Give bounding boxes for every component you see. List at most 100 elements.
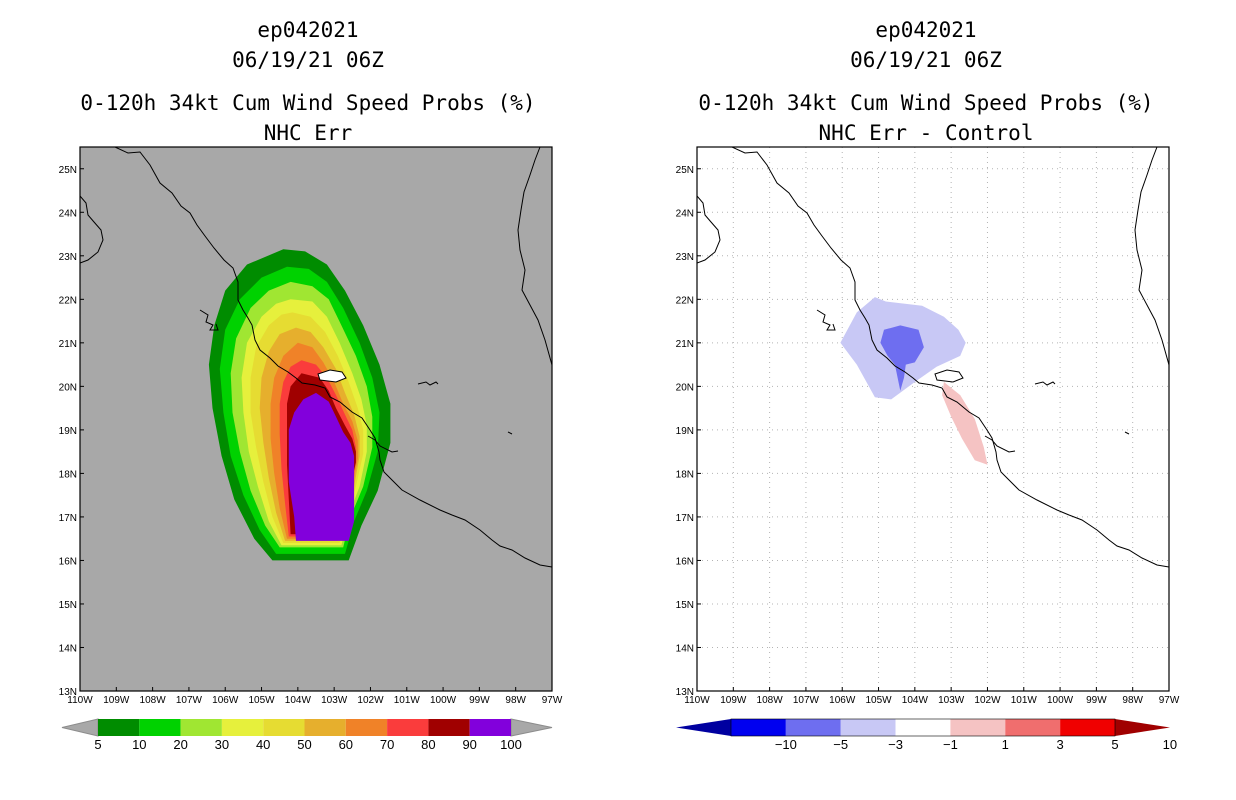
- y-tick-label: 24N: [59, 208, 77, 219]
- left-title-subtitle: NHC Err: [264, 121, 353, 145]
- x-tick-label: 103W: [321, 695, 348, 706]
- colorbar-label: 1: [1002, 737, 1009, 752]
- colorbar-label: 60: [339, 737, 353, 752]
- y-tick-label: 23N: [676, 252, 694, 263]
- y-tick-label: 22N: [676, 295, 694, 306]
- y-tick-label: 15N: [676, 600, 694, 611]
- right-coastline: [697, 147, 1169, 568]
- left-coastline: [80, 147, 552, 568]
- colorbar-label: 40: [256, 737, 270, 752]
- colorbar-label: −3: [888, 737, 903, 752]
- colorbar-label: 5: [94, 737, 101, 752]
- right-contours: [840, 297, 988, 465]
- y-tick-label: 24N: [676, 208, 694, 219]
- colorbar-bin: [304, 719, 346, 736]
- left-title-product: 0-120h 34kt Cum Wind Speed Probs (%): [80, 91, 535, 115]
- colorbar-label: 10: [132, 737, 146, 752]
- colorbar-label: −5: [833, 737, 848, 752]
- x-tick-label: 100W: [1047, 695, 1074, 706]
- coastline-gulf: [1134, 147, 1169, 366]
- right-axes: 110W 109W 108W 107W 106W 105W 104W 103W 102W 101W…: [676, 165, 1180, 706]
- x-tick-label: 107W: [176, 695, 203, 706]
- left-contours: [208, 249, 391, 561]
- reservoir: [367, 435, 399, 453]
- x-tick-label: 102W: [357, 695, 384, 706]
- right-title-product: 0-120h 34kt Cum Wind Speed Probs (%): [698, 91, 1153, 115]
- colorbar-bin: [1060, 719, 1115, 736]
- y-tick-label: 13N: [59, 687, 77, 698]
- colorbar-bin: [263, 719, 305, 736]
- left-plot-frame: [79, 146, 553, 692]
- x-tick-label: 106W: [212, 695, 239, 706]
- colorbar-left-triangle: [676, 719, 731, 736]
- left-colorbar: 5 10 20 30 40 50 60 70 80 90 100: [61, 718, 553, 752]
- reservoir: [984, 435, 1016, 453]
- colorbar-label: 10: [1163, 737, 1177, 752]
- lake-chapala: [317, 369, 347, 383]
- left-title-storm: ep042021: [257, 18, 358, 42]
- colorbar-bin: [98, 719, 140, 736]
- x-tick-label: 104W: [902, 695, 929, 706]
- colorbar-bin: [180, 719, 222, 736]
- colorbar-right-triangle: [510, 718, 553, 737]
- y-tick-label: 18N: [59, 469, 77, 480]
- colorbar-label: 80: [421, 737, 435, 752]
- coastline-gulf: [517, 147, 552, 366]
- x-tick-label: 99W: [469, 695, 490, 706]
- y-tick-label: 25N: [59, 165, 77, 176]
- x-tick-label: 107W: [793, 695, 820, 706]
- x-tick-label: 98W: [505, 695, 526, 706]
- colorbar-right-triangle: [1115, 719, 1170, 736]
- x-tick-label: 101W: [1011, 695, 1038, 706]
- right-colorbar: −10 −5 −3 −1 1 3 5 10: [676, 718, 1177, 752]
- x-tick-label: 100W: [430, 695, 457, 706]
- y-tick-label: 21N: [59, 339, 77, 350]
- x-tick-label: 98W: [1122, 695, 1143, 706]
- y-tick-label: 19N: [676, 426, 694, 437]
- colorbar-bin: [139, 719, 181, 736]
- colorbar-label: 5: [1111, 737, 1118, 752]
- colorbar-bin: [731, 719, 786, 736]
- x-tick-label: 110W: [67, 695, 93, 706]
- coastline-baja: [80, 195, 104, 264]
- x-tick-label: 106W: [829, 695, 856, 706]
- x-tick-label: 109W: [103, 695, 130, 706]
- colorbar-outline: [730, 718, 1116, 737]
- y-tick-label: 14N: [59, 643, 77, 654]
- colorbar-bin: [785, 719, 841, 736]
- y-tick-label: 25N: [676, 165, 694, 176]
- island-tres-marias: [816, 309, 836, 331]
- y-tick-label: 18N: [676, 469, 694, 480]
- x-tick-label: 97W: [542, 695, 563, 706]
- x-tick-label: 99W: [1086, 695, 1107, 706]
- y-tick-label: 13N: [676, 687, 694, 698]
- y-tick-label: 17N: [676, 513, 694, 524]
- island-small: [417, 381, 439, 386]
- lake-chapala: [934, 369, 964, 383]
- coastline-mainland: [114, 147, 552, 568]
- contour-level-1: [942, 382, 988, 465]
- colorbar-label: 30: [215, 737, 229, 752]
- x-tick-label: 110W: [684, 695, 710, 706]
- coastline-baja: [697, 195, 721, 264]
- right-plot-frame: [696, 146, 1170, 692]
- right-plot-background: [697, 147, 1169, 691]
- colorbar-label: 70: [380, 737, 394, 752]
- colorbar-bin: [221, 719, 264, 736]
- colorbar-bin: [950, 719, 1006, 736]
- x-tick-label: 108W: [757, 695, 784, 706]
- y-tick-label: 22N: [59, 295, 77, 306]
- panel-left: ep042021 06/19/21 06Z 0-120h 34kt Cum Wi…: [59, 18, 563, 752]
- x-tick-label: 109W: [720, 695, 747, 706]
- contour-level-neg3: [880, 325, 924, 391]
- y-tick-label: 21N: [676, 339, 694, 350]
- x-tick-label: 108W: [140, 695, 167, 706]
- panel-right: ep042021 06/19/21 06Z 0-120h 34kt Cum Wi…: [676, 18, 1180, 752]
- right-title-storm: ep042021: [875, 18, 976, 42]
- island-tres-marias: [199, 309, 219, 331]
- island-tiny: [507, 431, 513, 435]
- colorbar-label: −10: [775, 737, 797, 752]
- colorbar-label: 100: [500, 737, 522, 752]
- y-tick-label: 20N: [676, 382, 694, 393]
